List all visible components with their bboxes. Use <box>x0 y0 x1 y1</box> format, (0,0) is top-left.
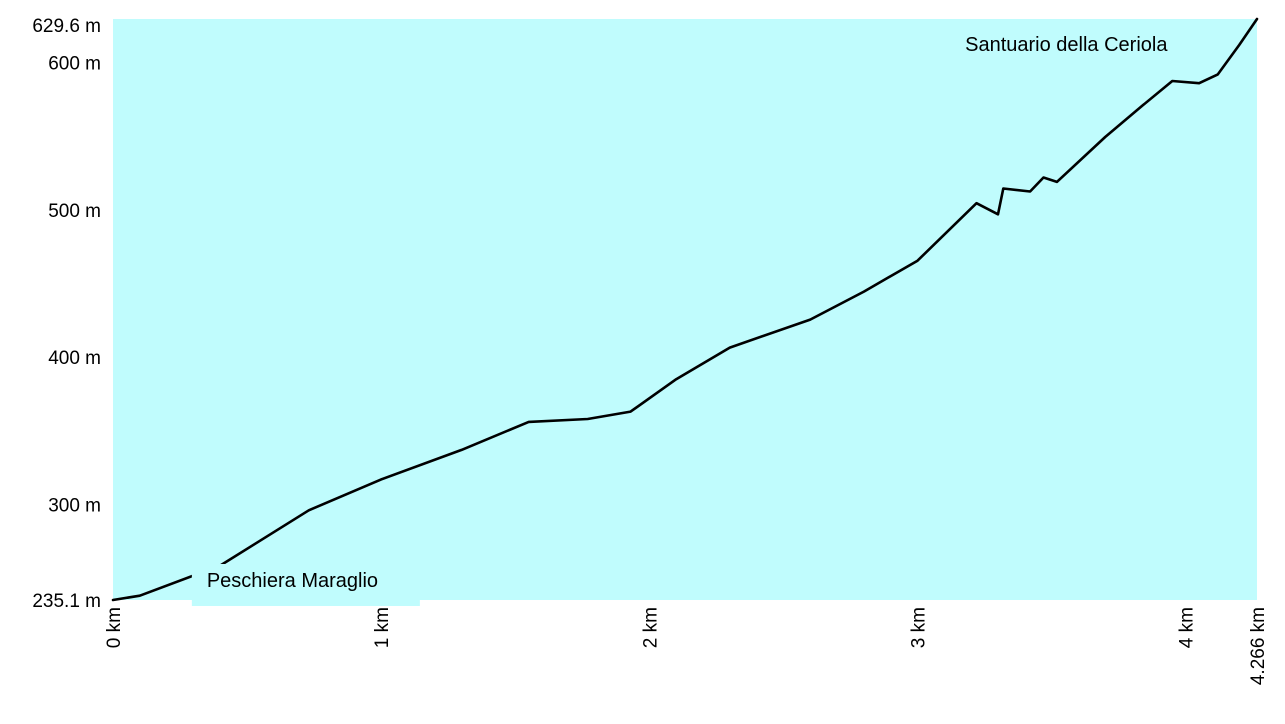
plot-area <box>111 17 1259 602</box>
y-tick-label: 235.1 m <box>32 591 101 612</box>
y-tick-label: 300 m <box>48 495 101 516</box>
y-tick-label: 500 m <box>48 201 101 222</box>
annotations: Peschiera Maraglio Santuario della Ceriol… <box>191 34 1168 606</box>
y-tick-label: 629.6 m <box>32 16 101 37</box>
y-tick-label: 600 m <box>48 54 101 75</box>
x-tick-label: 3 km <box>909 607 930 648</box>
y-tick-label: 400 m <box>48 348 101 369</box>
x-tick-label: 1 km <box>372 607 393 648</box>
x-tick-label: 4 km <box>1177 607 1198 648</box>
x-tick-label: 2 km <box>640 607 661 648</box>
y-axis-ticks: 629.6 m 600 m 500 m 400 m 300 m 235.1 m <box>32 16 101 612</box>
annotation-label-box <box>191 564 420 606</box>
annotation-start-label: Peschiera Maraglio <box>207 570 378 592</box>
x-tick-label: 4.266 km <box>1248 607 1269 685</box>
x-tick-label: 0 km <box>104 607 125 648</box>
annotation-end-label: Santuario della Ceriola <box>965 34 1168 56</box>
x-axis-ticks: 0 km 1 km 2 km 3 km 4 km 4.266 km <box>104 607 1269 685</box>
elevation-line <box>111 17 1259 602</box>
plot-background <box>113 19 1257 600</box>
